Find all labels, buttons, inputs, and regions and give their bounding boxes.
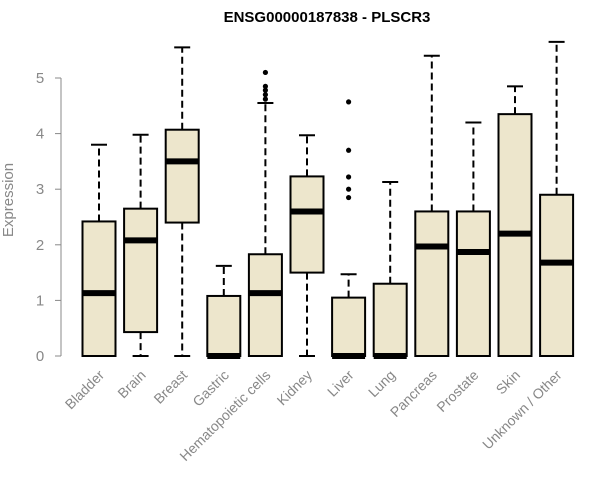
y-tick-label: 4 bbox=[36, 126, 44, 143]
outlier-point bbox=[346, 186, 352, 192]
outlier-point bbox=[262, 96, 268, 102]
box-series bbox=[81, 40, 575, 359]
y-axis-label: Expression bbox=[0, 163, 17, 237]
y-tick-label: 0 bbox=[36, 348, 44, 365]
x-tick-label: Brain bbox=[114, 367, 148, 401]
box bbox=[414, 210, 450, 357]
box bbox=[331, 296, 367, 357]
outlier-point bbox=[346, 99, 352, 105]
outlier-point bbox=[262, 92, 268, 98]
chart-title: ENSG00000187838 - PLSCR3 bbox=[224, 9, 431, 26]
x-tick-label: Liver bbox=[324, 367, 357, 400]
outlier-point bbox=[262, 83, 268, 89]
outlier-point bbox=[346, 174, 352, 180]
y-tick-label: 1 bbox=[36, 292, 44, 309]
x-tick-label: Unknown / Other bbox=[479, 367, 565, 453]
x-tick-label: Kidney bbox=[274, 367, 316, 409]
box bbox=[289, 175, 325, 274]
outlier-point bbox=[346, 147, 352, 153]
box bbox=[123, 207, 159, 334]
box bbox=[247, 253, 283, 357]
outlier-point bbox=[262, 69, 268, 76]
box bbox=[206, 294, 242, 357]
outlier-point bbox=[262, 87, 268, 93]
box bbox=[81, 220, 117, 357]
x-tick-label: Skin bbox=[493, 367, 524, 398]
x-tick-label: Breast bbox=[150, 367, 190, 407]
box bbox=[372, 282, 408, 357]
x-tick-label: Bladder bbox=[62, 367, 108, 413]
y-tick-label: 2 bbox=[36, 237, 44, 254]
box bbox=[539, 193, 575, 357]
x-tick-label: Prostate bbox=[433, 367, 481, 415]
box bbox=[164, 128, 200, 224]
x-tick-label: Lung bbox=[365, 367, 398, 400]
y-tick-label: 3 bbox=[36, 181, 44, 198]
box bbox=[455, 210, 491, 357]
y-axis-ticks: 0 1 2 3 4 5 bbox=[36, 70, 61, 365]
y-tick-label: 5 bbox=[36, 70, 44, 87]
outlier-point bbox=[346, 194, 352, 201]
